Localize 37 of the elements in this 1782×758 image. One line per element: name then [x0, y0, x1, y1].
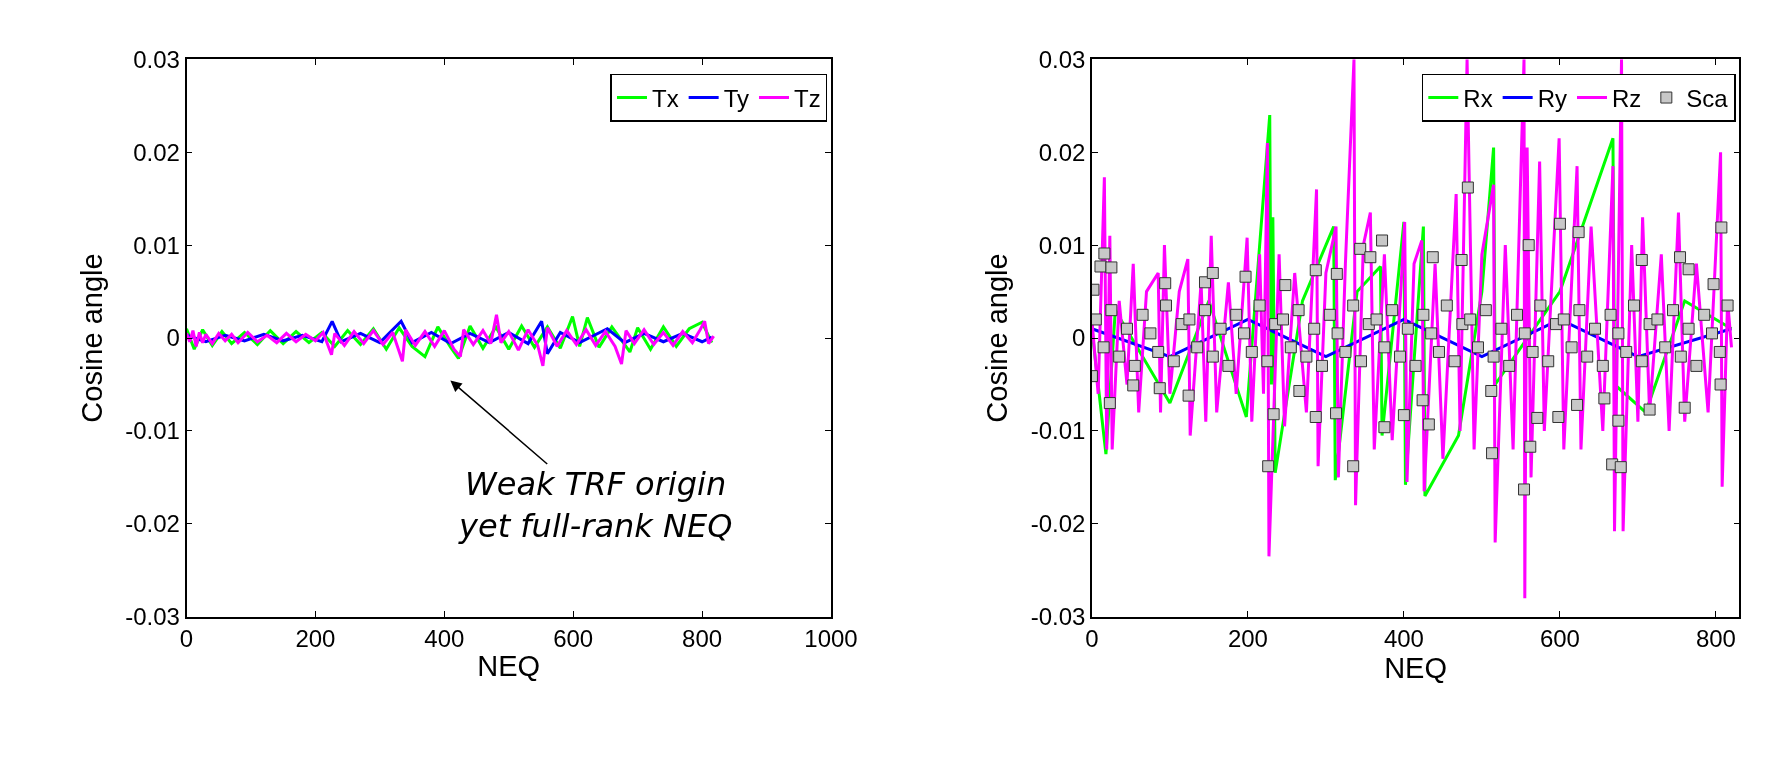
x-tick-label: 800 [682, 625, 723, 653]
x-tick-label: 400 [424, 625, 465, 653]
legend-label: Ty [723, 84, 749, 112]
x-tick-label: 200 [295, 625, 336, 653]
y-axis-title: Cosine angle [76, 253, 109, 423]
legend-label: Sca [1686, 84, 1729, 112]
y-tick-label: 0.02 [1038, 138, 1086, 166]
y-tick-label: -0.03 [125, 603, 180, 631]
legend-label: Ry [1537, 84, 1567, 112]
x-tick-label: 600 [1539, 625, 1580, 653]
legend-label: Tz [793, 84, 821, 112]
y-tick-label: -0.03 [1030, 603, 1086, 631]
y-tick-label: -0.02 [125, 510, 180, 538]
y-tick-label: 0.02 [133, 138, 180, 166]
line-series [1091, 59, 1734, 600]
y-tick-label: 0 [1071, 324, 1086, 352]
legend-label: Rx [1463, 84, 1493, 112]
x-tick-label: 400 [1383, 625, 1424, 653]
y-tick-label: 0.01 [133, 231, 180, 259]
y-tick-label: -0.01 [125, 417, 180, 445]
x-tick-label: 600 [553, 625, 594, 653]
y-tick-label: 0 [166, 324, 180, 352]
line-series [186, 313, 716, 368]
y-axis-title: Cosine angle [981, 253, 1014, 423]
y-tick-label: 0.01 [1038, 231, 1086, 259]
x-axis-title: NEQ [477, 649, 541, 682]
x-tick-label: 200 [1227, 625, 1268, 653]
x-tick-label: 1000 [804, 625, 858, 653]
x-tick-label: 800 [1695, 625, 1736, 653]
legend-label: Rz [1612, 84, 1642, 112]
y-tick-label: -0.01 [1030, 417, 1086, 445]
x-axis-title: NEQ [1384, 652, 1448, 685]
legend-label: Tx [651, 84, 679, 112]
annotation: Weak TRF origin yet full-rank NEQ [458, 465, 733, 545]
y-tick-label: 0.03 [133, 45, 180, 73]
y-tick-label: 0.03 [1038, 45, 1086, 73]
y-tick-label: -0.02 [1030, 510, 1086, 538]
